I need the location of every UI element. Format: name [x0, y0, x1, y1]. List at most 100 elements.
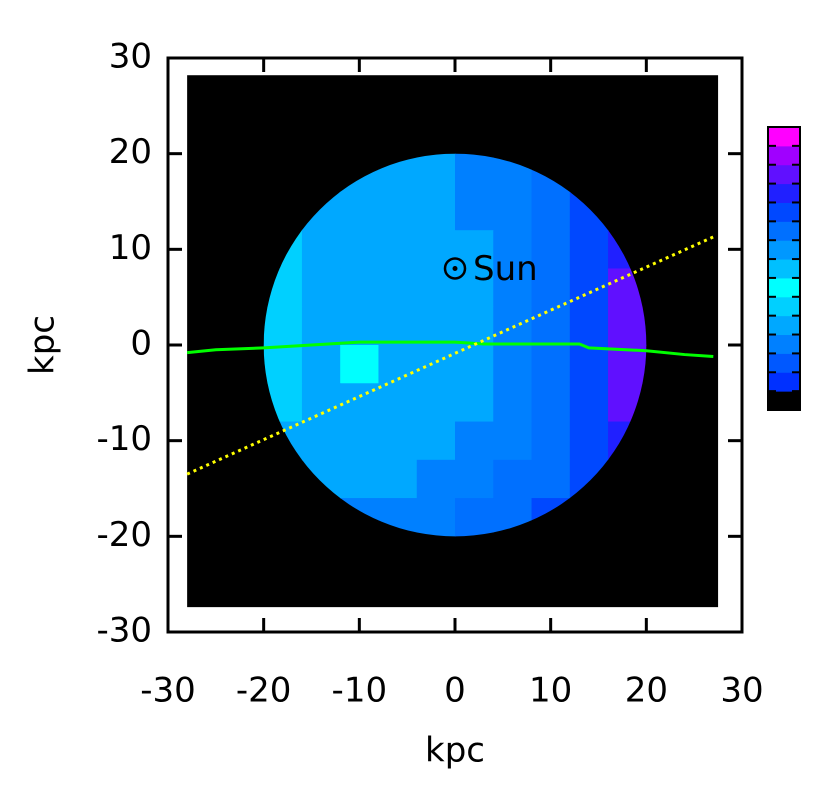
- colorbar-band: [768, 240, 800, 260]
- colorbar-band: [768, 183, 800, 203]
- heatmap-cell: [301, 345, 341, 384]
- heatmap-cell: [340, 421, 379, 461]
- heatmap-cell: [416, 230, 456, 269]
- heatmap-cell: [416, 459, 456, 499]
- y-tick-label: -10: [96, 419, 152, 459]
- y-tick-label: 30: [109, 37, 152, 77]
- heatmap-cell: [416, 383, 456, 423]
- colorbar-band: [768, 277, 800, 298]
- heatmap-cell: [455, 421, 494, 461]
- heatmap-cell: [416, 421, 456, 461]
- heatmap-cell: [416, 306, 456, 346]
- heatmap-cell: [263, 345, 303, 384]
- line-series: [186, 340, 714, 358]
- heatmap-cell: [340, 191, 379, 231]
- colorbar-band: [768, 221, 800, 241]
- heatmap-cell: [493, 268, 533, 308]
- colorbar-band: [768, 296, 800, 317]
- x-tick-label: 30: [720, 671, 763, 711]
- colorbar-band: [768, 164, 800, 185]
- x-tick-label: 10: [529, 671, 572, 711]
- colorbar-band: [768, 334, 800, 354]
- heatmap-cell: [493, 459, 533, 499]
- heatmap-cell: [455, 383, 494, 423]
- colorbar-band: [768, 127, 800, 147]
- heatmap-cell: [301, 230, 341, 269]
- colorbar-band: [768, 372, 800, 392]
- heatmap-cell: [416, 268, 456, 308]
- heatmap-cell: [455, 153, 494, 193]
- heatmap-cell: [493, 191, 533, 231]
- heatmap-cell: [301, 383, 341, 423]
- heatmap-cell: [493, 383, 533, 423]
- heatmap-cell: [340, 459, 379, 499]
- heatmap-cell: [569, 230, 609, 269]
- y-tick-label: -20: [96, 515, 152, 555]
- heatmap-cell: [378, 230, 418, 269]
- heatmap-cell: [531, 421, 571, 461]
- x-axis-label: kpc: [425, 731, 485, 771]
- heatmap-cell: [455, 459, 494, 499]
- heatmap-cell: [493, 230, 533, 269]
- y-tick-label: 0: [130, 324, 152, 364]
- y-tick-label: -30: [96, 611, 152, 651]
- y-tick-label: 10: [109, 228, 152, 268]
- colorbar-band: [768, 391, 800, 411]
- heatmap-cell: [378, 191, 418, 231]
- heatmap-cell: [569, 306, 609, 346]
- heatmap-cell: [493, 345, 533, 384]
- heatmap-cell: [378, 421, 418, 461]
- heatmap-cell: [531, 306, 571, 346]
- heatmap-cell: [416, 345, 456, 384]
- colorbar-band: [768, 202, 800, 222]
- heatmap-cell: [301, 268, 341, 308]
- heatmap-cell: [455, 345, 494, 384]
- heatmap-cell: [378, 268, 418, 308]
- heatmap-cell: [493, 421, 533, 461]
- heatmap-cell: [301, 306, 341, 346]
- heatmap-cell: [416, 498, 456, 537]
- heatmap-cell: [531, 230, 571, 269]
- heatmap-cell: [531, 459, 571, 499]
- colorbar-band: [768, 259, 800, 279]
- x-tick-label: 20: [625, 671, 668, 711]
- heatmap-cell: [340, 345, 379, 384]
- heatmap-cell: [455, 191, 494, 231]
- heatmap-cell: [378, 345, 418, 384]
- heatmap-cell: [378, 459, 418, 499]
- heatmap-cell: [531, 345, 571, 384]
- heatmap-cell: [340, 306, 379, 346]
- heatmap-cell: [531, 383, 571, 423]
- x-tick-label: -30: [140, 671, 196, 711]
- heatmap-cell: [608, 306, 647, 346]
- annotation: Sun: [473, 249, 538, 289]
- colorbar-band: [768, 145, 800, 166]
- sun-dot: [452, 265, 458, 271]
- sun-marker: [443, 257, 467, 280]
- heatmap-cell: [455, 498, 494, 537]
- heatmap-cell: [531, 191, 571, 231]
- heatmap-cell: [340, 268, 379, 308]
- heatmap-cell: [340, 230, 379, 269]
- x-tick-label: -10: [332, 671, 388, 711]
- heatmap-cell: [301, 421, 341, 461]
- heatmap-cell: [569, 421, 609, 461]
- heatmap-cell: [378, 383, 418, 423]
- colorbar-band: [768, 315, 800, 336]
- y-axis-label: kpc: [23, 315, 63, 375]
- x-tick-label: -20: [236, 671, 292, 711]
- x-tick-label: 0: [444, 671, 466, 711]
- heatmap-cell: [531, 268, 571, 308]
- heatmap-cell: [569, 268, 609, 308]
- heatmap-cell: [569, 383, 609, 423]
- heatmap-cell: [416, 191, 456, 231]
- heatmap-cell: [378, 306, 418, 346]
- heatmap-cell: [569, 345, 609, 384]
- line-series: [186, 235, 714, 476]
- colorbar-band: [768, 353, 800, 373]
- heatmap-cell: [263, 306, 303, 346]
- heatmap-cell: [416, 153, 456, 193]
- y-tick-label: 20: [109, 132, 152, 172]
- colorbar-frame: [767, 126, 801, 411]
